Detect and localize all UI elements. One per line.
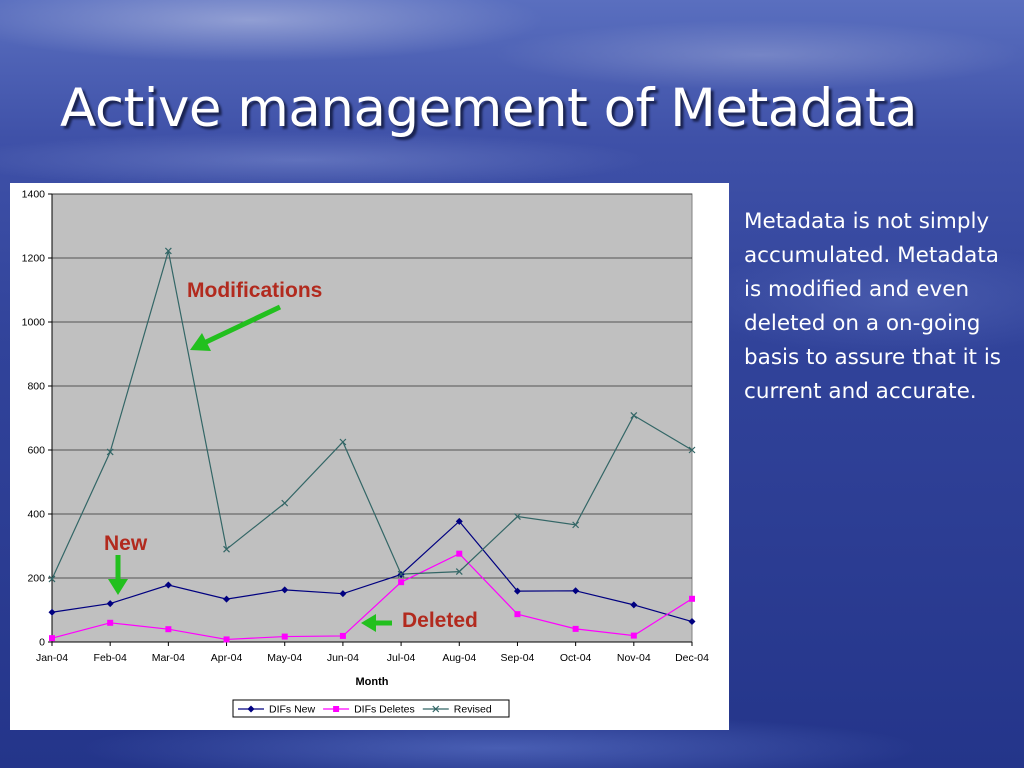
data-point-revised — [339, 438, 347, 446]
legend-label-difs-new: DIFs New — [269, 704, 316, 716]
plot-area — [51, 193, 693, 643]
x-axis-label: Month — [356, 676, 389, 688]
data-point-difs-new — [339, 590, 347, 598]
legend-marker-difs-deletes — [333, 706, 340, 712]
data-point-revised — [106, 448, 114, 456]
axes: 0 200 400 600 800 1000 1200 1400 Jan-04 Feb-04 Mar… — [22, 189, 709, 665]
data-point-difs-deletes — [223, 636, 230, 643]
legend-label-difs-deletes: DIFs Deletes — [354, 704, 415, 716]
data-point-difs-new — [48, 608, 56, 616]
x-tick-label: Feb-04 — [94, 652, 127, 664]
series-line-revised — [51, 250, 693, 580]
data-point-revised — [164, 247, 172, 255]
y-tick-label: 800 — [27, 381, 45, 393]
data-point-difs-deletes — [49, 635, 55, 642]
y-tick-label: 400 — [27, 509, 45, 521]
new-label: New — [104, 532, 148, 555]
series-lines — [51, 250, 693, 641]
x-tick-label: Jul-04 — [387, 652, 416, 664]
data-point-difs-deletes — [281, 633, 288, 640]
x-tick-label: Nov-04 — [617, 652, 651, 664]
data-point-revised — [48, 575, 56, 583]
chart-legend: DIFs New DIFs Deletes Revised — [232, 699, 510, 718]
data-point-revised — [514, 513, 521, 520]
data-point-difs-new — [572, 587, 580, 595]
legend-label-revised: Revised — [454, 704, 492, 716]
modifications-arrow — [190, 304, 282, 351]
legend-marker-difs-new — [247, 705, 255, 713]
data-point-revised — [572, 521, 580, 529]
data-point-difs-deletes — [572, 625, 579, 632]
data-point-revised — [223, 545, 230, 553]
side-note-text: Metadata is not simply accumulated. Meta… — [744, 209, 1001, 404]
chart-panel: 0 200 400 600 800 1000 1200 1400 Jan-04 Feb-04 Mar… — [10, 183, 729, 730]
data-point-revised — [688, 446, 696, 454]
data-point-difs-deletes — [165, 626, 172, 633]
line-chart: 0 200 400 600 800 1000 1200 1400 Jan-04 Feb-04 Mar… — [22, 189, 709, 718]
y-tick-label: 1000 — [22, 317, 46, 329]
legend-marker-revised — [432, 705, 440, 713]
x-tick-label: Dec-04 — [675, 652, 709, 664]
data-point-difs-deletes — [456, 550, 463, 557]
legend-box — [232, 699, 510, 718]
x-tick-label: Sep-04 — [501, 652, 535, 664]
x-tick-label: Oct-04 — [560, 652, 592, 664]
series-line-difs-new — [51, 520, 693, 623]
y-tick-label: 1200 — [22, 253, 46, 265]
series-line-difs-deletes — [51, 552, 693, 641]
modifications-label: Modifications — [187, 279, 322, 302]
series-markers — [48, 247, 696, 643]
data-point-difs-new — [164, 581, 172, 589]
deleted-label: Deleted — [402, 609, 478, 632]
data-point-difs-deletes — [107, 619, 114, 626]
data-point-difs-deletes — [339, 632, 346, 639]
x-tick-label: May-04 — [267, 652, 302, 664]
data-point-revised — [630, 412, 638, 419]
x-tick-label: Jun-04 — [327, 652, 359, 664]
gridlines — [52, 193, 692, 579]
data-point-difs-new — [223, 595, 231, 603]
data-point-difs-new — [455, 517, 463, 525]
y-tick-label: 1400 — [22, 189, 46, 201]
data-point-revised — [281, 499, 289, 507]
data-point-difs-deletes — [398, 579, 405, 586]
data-point-revised — [397, 570, 405, 578]
data-point-revised — [455, 568, 463, 576]
data-point-difs-new — [630, 601, 638, 609]
slide-title: Active management of Metadata — [60, 78, 918, 139]
new-arrow — [108, 555, 128, 595]
data-point-difs-new — [281, 586, 289, 594]
data-point-difs-new — [688, 618, 696, 626]
x-tick-label: Aug-04 — [442, 652, 476, 664]
y-tick-label: 0 — [39, 637, 45, 649]
x-tick-label: Mar-04 — [152, 652, 185, 664]
data-point-difs-deletes — [514, 611, 521, 618]
data-point-difs-new — [513, 587, 521, 595]
y-tick-label: 200 — [27, 573, 45, 585]
data-point-difs-deletes — [630, 632, 637, 639]
x-tick-label: Jan-04 — [36, 652, 68, 664]
y-tick-label: 600 — [27, 445, 45, 457]
data-point-difs-deletes — [689, 595, 695, 602]
x-tick-label: Apr-04 — [211, 652, 243, 664]
data-point-difs-new — [106, 600, 114, 608]
deleted-arrow — [361, 614, 392, 632]
